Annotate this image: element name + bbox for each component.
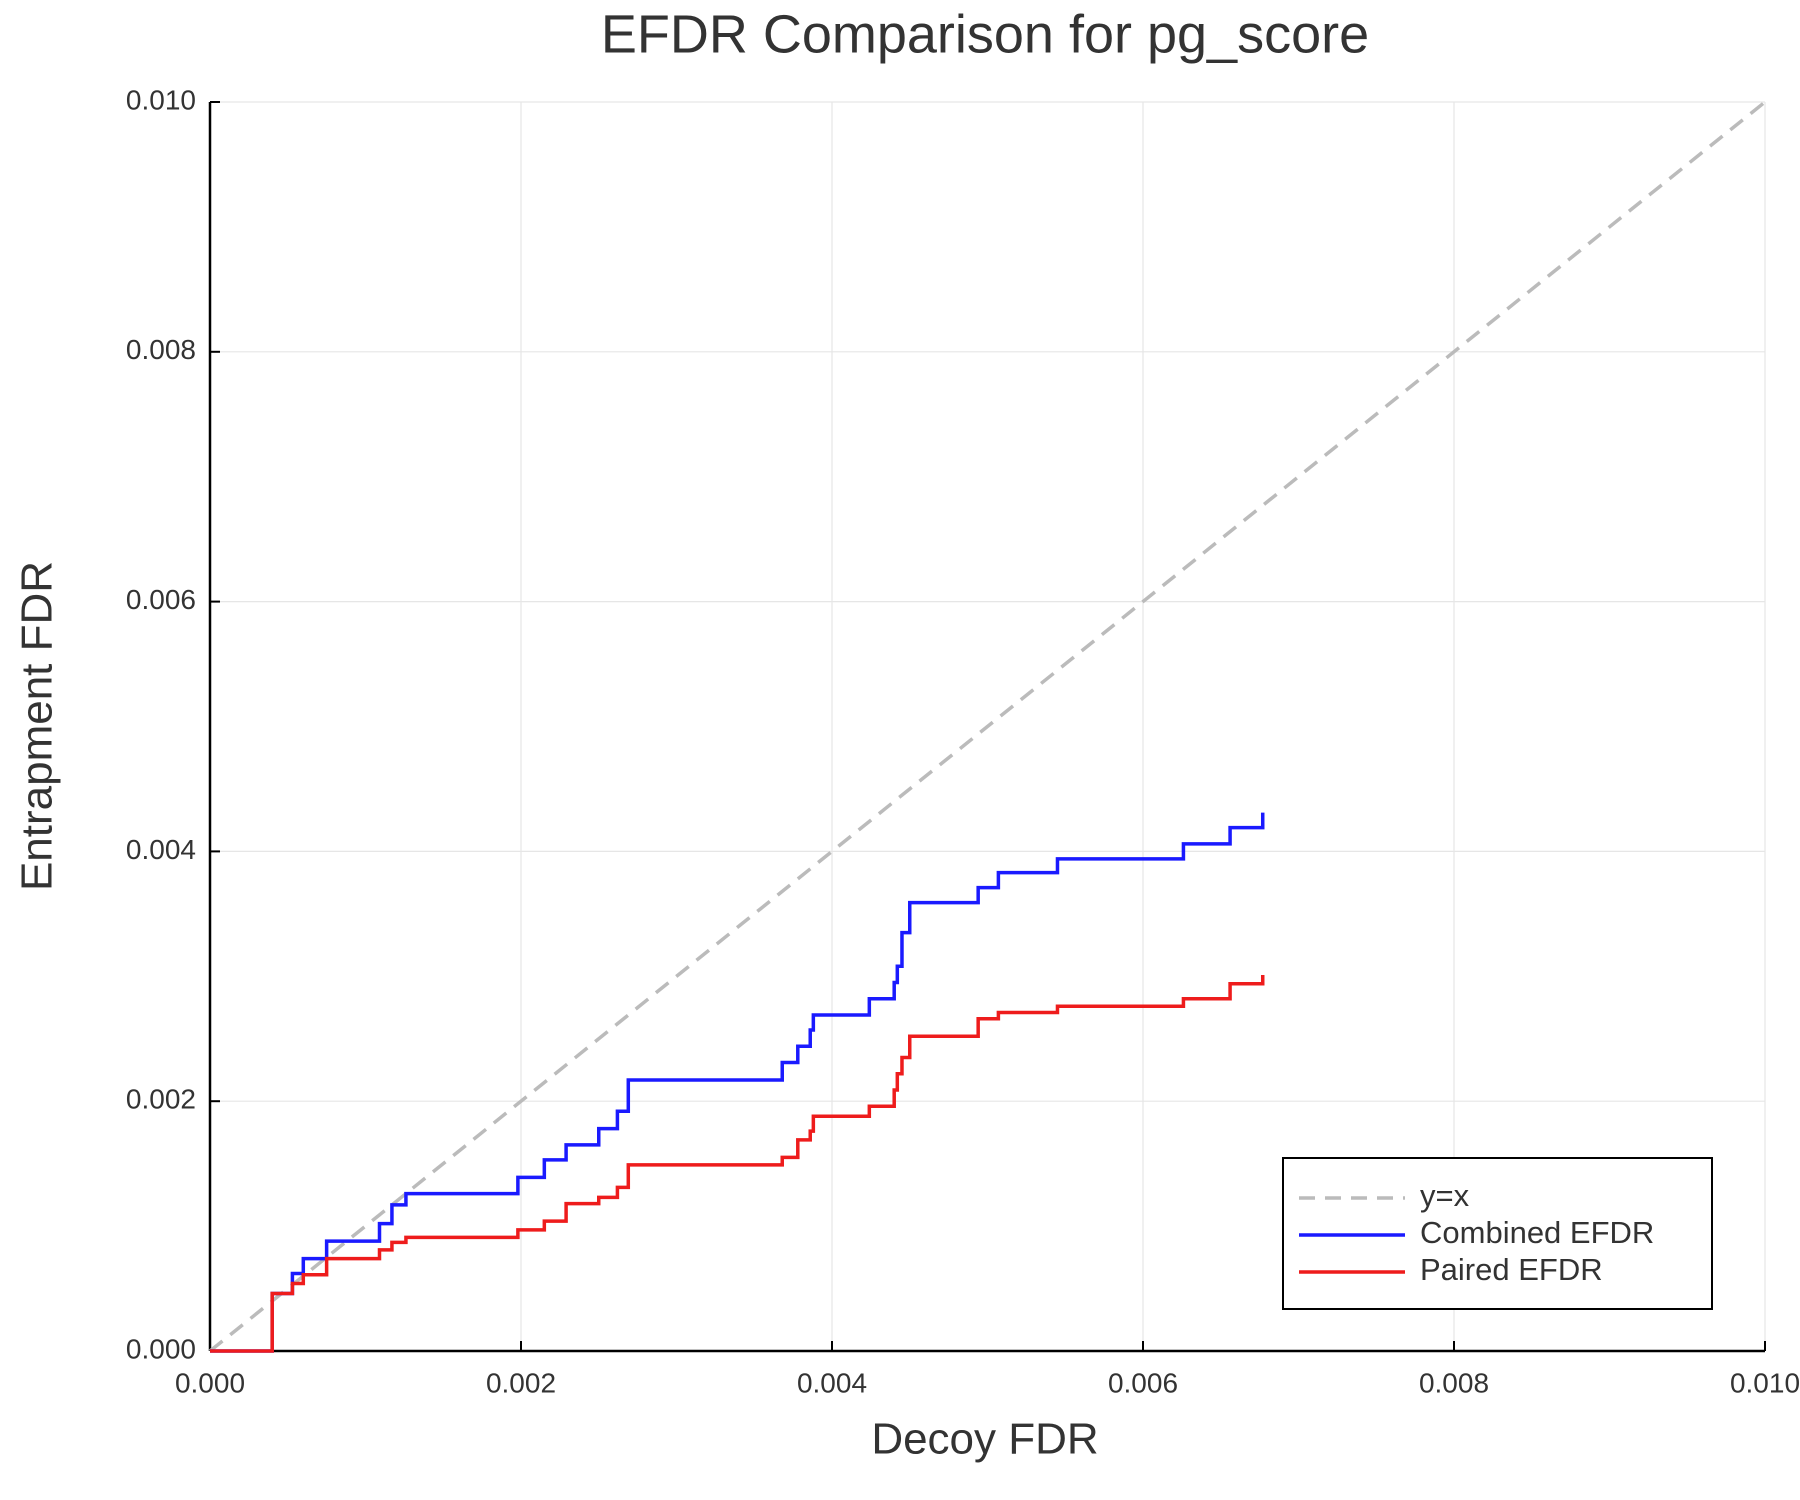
y-tick-label: 0.000 xyxy=(126,1333,196,1364)
y-tick-label: 0.002 xyxy=(126,1084,196,1115)
series-line xyxy=(210,812,1265,1353)
x-tick-label: 0.010 xyxy=(1730,1367,1800,1398)
y-tick-label: 0.010 xyxy=(126,84,196,115)
y-tick-label: 0.004 xyxy=(126,834,196,865)
legend-label: Combined EFDR xyxy=(1420,1215,1654,1250)
series-line xyxy=(210,975,1265,1353)
x-axis-label: Decoy FDR xyxy=(871,1415,1098,1464)
y-tick-label: 0.008 xyxy=(126,334,196,365)
series-line xyxy=(208,100,1767,1353)
x-tick-label: 0.004 xyxy=(797,1367,867,1398)
legend-label: Paired EFDR xyxy=(1420,1252,1603,1287)
y-axis-label: Entrapment FDR xyxy=(13,561,62,891)
legend-label: y=x xyxy=(1420,1178,1470,1213)
x-tick-label: 0.008 xyxy=(1419,1367,1489,1398)
x-tick-label: 0.006 xyxy=(1108,1367,1178,1398)
chart-title: EFDR Comparison for pg_score xyxy=(601,4,1369,64)
x-tick-label: 0.000 xyxy=(175,1367,245,1398)
y-tick-label: 0.006 xyxy=(126,584,196,615)
x-tick-label: 0.002 xyxy=(486,1367,556,1398)
